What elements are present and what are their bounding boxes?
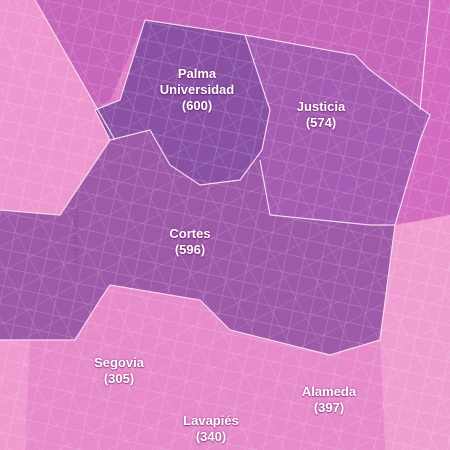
- district-value: (340): [195, 429, 227, 444]
- district-value: (305): [103, 371, 135, 386]
- district-label-segovia[interactable]: Segovia (305): [94, 355, 144, 387]
- district-label-justicia[interactable]: Justicia (574): [297, 99, 345, 131]
- district-name-line2: Universidad: [159, 82, 235, 97]
- district-name: Justicia: [296, 99, 346, 114]
- district-label-cortes[interactable]: Cortes (596): [169, 226, 210, 258]
- district-label-alameda[interactable]: Alameda (397): [302, 384, 356, 416]
- district-value: (600): [181, 98, 213, 113]
- district-name: Cortes: [169, 226, 211, 241]
- district-name: Palma: [177, 66, 217, 81]
- district-value: (596): [174, 242, 206, 257]
- street-label-bailen: CALLE DE BAILÉN: [74, 208, 80, 268]
- district-value: (574): [305, 115, 337, 130]
- district-name: Lavapiés: [183, 413, 239, 428]
- district-borders: [0, 0, 431, 356]
- district-value: (397): [313, 400, 345, 415]
- district-name: Segovia: [94, 355, 144, 370]
- district-name: Alameda: [301, 384, 357, 399]
- district-label-palma-universidad[interactable]: Palma Universidad (600): [160, 66, 234, 114]
- district-label-lavapies[interactable]: Lavapiés (340): [183, 413, 239, 445]
